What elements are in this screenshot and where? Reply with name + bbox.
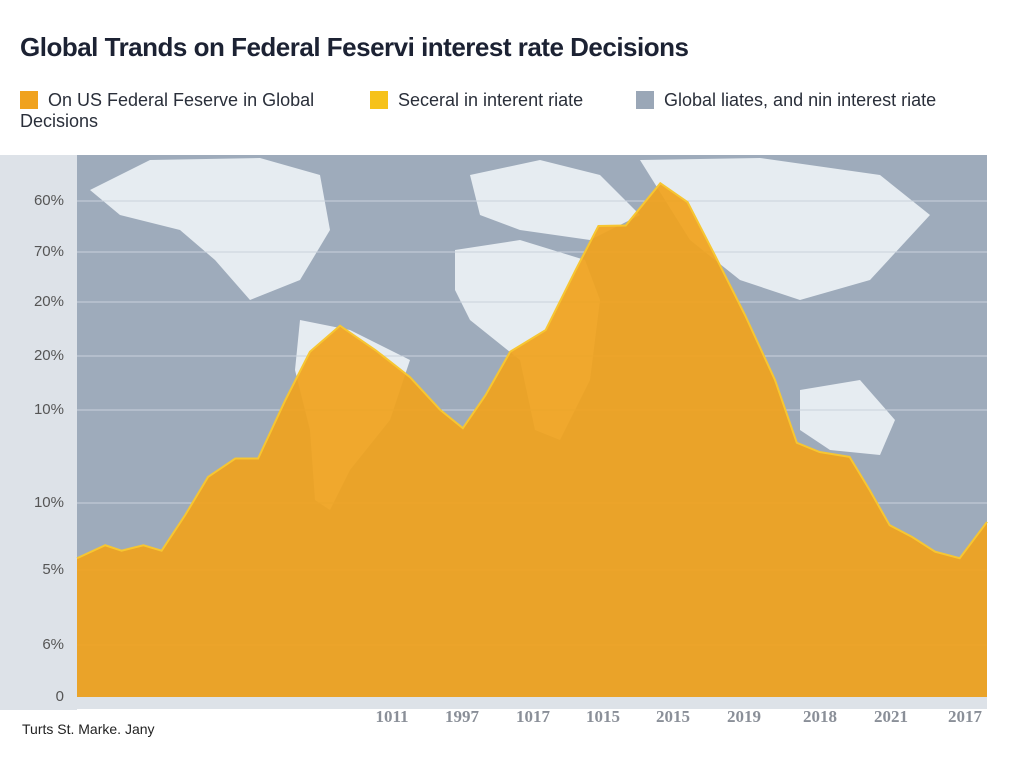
x-tick-label: 1997 (445, 707, 480, 726)
y-tick-label: 70% (34, 243, 64, 260)
x-tick-label: 1015 (586, 707, 620, 726)
x-tick-label: 1017 (516, 707, 551, 726)
source: Turts St. Marke. Jany (20, 719, 165, 739)
y-tick-label: 5% (42, 561, 64, 578)
y-tick-label: 6% (42, 636, 64, 653)
x-tick-label: 2021 (874, 707, 908, 726)
y-tick-label: 20% (34, 347, 64, 364)
x-tick-label: 2019 (727, 707, 761, 726)
x-tick-label: 1011 (375, 707, 408, 726)
y-tick-label: 20% (34, 293, 64, 310)
legend-swatch (370, 91, 388, 109)
legend-label: On US Federal Feserve in Global Decision… (20, 90, 315, 131)
y-tick-label: 10% (34, 401, 64, 418)
x-tick-label: 2017 (948, 707, 983, 726)
area-outline (76, 181, 988, 560)
legend-entry: On US Federal Feserve in Global Decision… (20, 90, 350, 132)
axis-band (0, 155, 77, 710)
chart-title: Global Trands оn Federal Feservi interes… (20, 32, 689, 62)
x-tick-label: 2018 (803, 707, 837, 726)
legend-entry: Seceral in interent riate (370, 90, 620, 111)
y-tick-label: 60% (34, 192, 64, 209)
legend-swatch (636, 91, 654, 109)
legend-label: Global liates, and nin interest riate (664, 90, 937, 110)
x-tick-label: 2015 (656, 707, 690, 726)
legend-entry: Global liates, and nin interest riate (636, 90, 996, 111)
y-tick-label: 0 (56, 688, 64, 705)
legend-swatch (20, 91, 38, 109)
legend-label: Seceral in interent riate (398, 90, 584, 110)
y-tick-label: 10% (34, 494, 64, 511)
area (77, 183, 987, 697)
axis-strip (77, 697, 987, 709)
